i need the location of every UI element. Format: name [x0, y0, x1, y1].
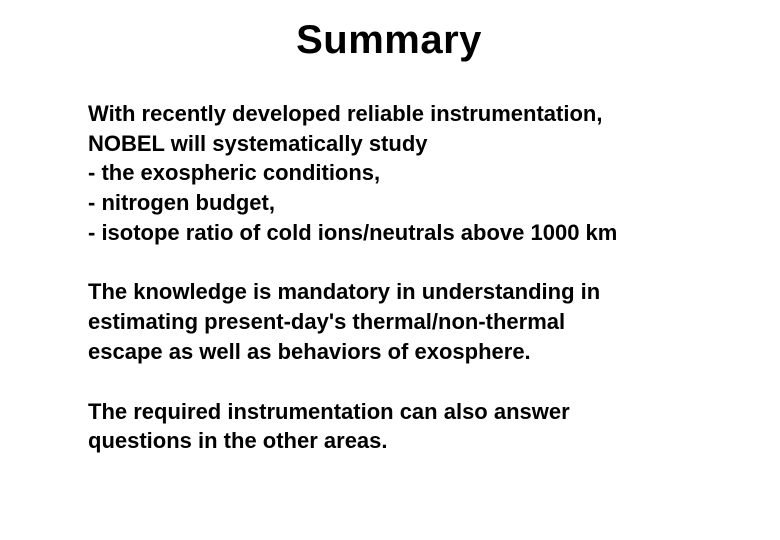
p3-line-1: The required instrumentation can also an…	[88, 399, 570, 424]
p2-line-3: escape as well as behaviors of exosphere…	[88, 339, 531, 364]
p1-line-1: With recently developed reliable instrum…	[88, 101, 602, 126]
p1-line-5: - isotope ratio of cold ions/neutrals ab…	[88, 220, 617, 245]
paragraph-2: The knowledge is mandatory in understand…	[88, 277, 730, 366]
paragraph-1: With recently developed reliable instrum…	[88, 99, 730, 247]
slide-title: Summary	[88, 18, 730, 63]
p1-line-2: NOBEL will systematically study	[88, 131, 428, 156]
p3-line-2: questions in the other areas.	[88, 428, 388, 453]
p2-line-1: The knowledge is mandatory in understand…	[88, 279, 600, 304]
p1-line-4: - nitrogen budget,	[88, 190, 275, 215]
p1-line-3: - the exospheric conditions,	[88, 160, 380, 185]
p2-line-2: estimating present-day's thermal/non-the…	[88, 309, 565, 334]
slide: Summary With recently developed reliable…	[0, 0, 780, 540]
paragraph-3: The required instrumentation can also an…	[88, 397, 730, 456]
